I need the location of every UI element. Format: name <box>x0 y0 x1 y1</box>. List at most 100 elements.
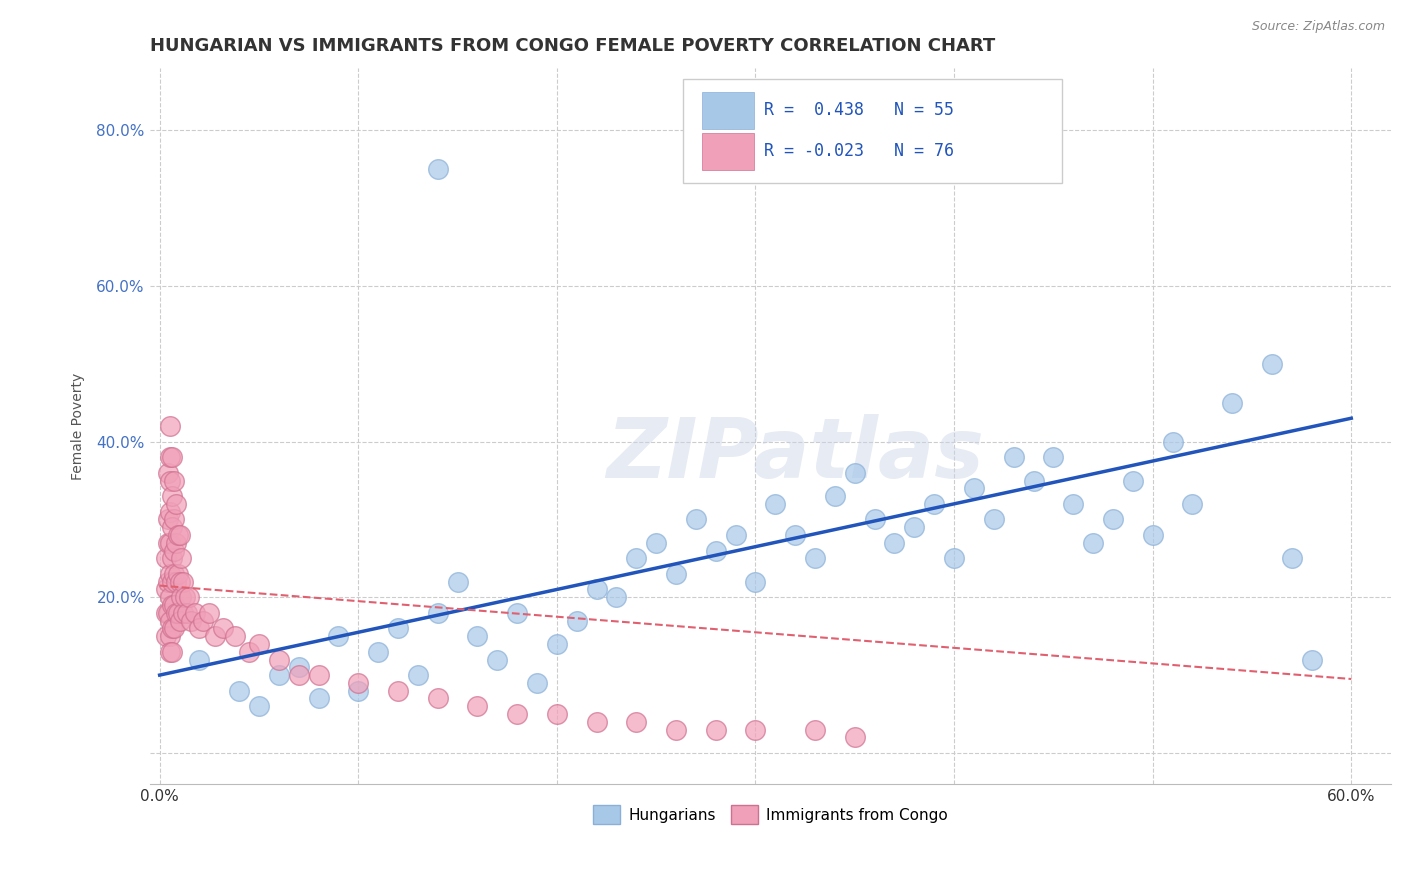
Point <box>287 660 309 674</box>
Point <box>159 419 181 434</box>
Point <box>159 629 181 643</box>
Point <box>963 481 986 495</box>
Point <box>160 621 183 635</box>
Point <box>863 512 886 526</box>
Point <box>387 621 409 635</box>
Point <box>486 652 509 666</box>
Point <box>1002 450 1025 465</box>
Point <box>983 512 1005 526</box>
Point <box>744 723 766 737</box>
Point <box>704 723 727 737</box>
Point <box>308 668 330 682</box>
Point <box>162 474 184 488</box>
Point <box>267 652 290 666</box>
Point <box>169 528 191 542</box>
Point <box>506 606 529 620</box>
Point <box>565 614 588 628</box>
Point <box>162 566 184 581</box>
Point <box>176 606 198 620</box>
Point <box>160 489 183 503</box>
Point <box>174 591 197 605</box>
Point <box>159 505 181 519</box>
Point <box>204 629 226 643</box>
FancyBboxPatch shape <box>702 92 754 128</box>
Point <box>665 566 688 581</box>
Point <box>238 645 260 659</box>
Point <box>844 466 866 480</box>
Legend: Hungarians, Immigrants from Congo: Hungarians, Immigrants from Congo <box>586 799 953 830</box>
Point <box>1261 357 1284 371</box>
Point <box>188 652 211 666</box>
Point <box>160 520 183 534</box>
Text: HUNGARIAN VS IMMIGRANTS FROM CONGO FEMALE POVERTY CORRELATION CHART: HUNGARIAN VS IMMIGRANTS FROM CONGO FEMAL… <box>149 37 995 55</box>
Point <box>159 450 181 465</box>
Point <box>159 474 181 488</box>
Point <box>387 683 409 698</box>
Point <box>184 606 207 620</box>
Point <box>156 466 179 480</box>
Text: R =  0.438   N = 55: R = 0.438 N = 55 <box>763 101 955 120</box>
Point <box>165 606 187 620</box>
Point <box>605 591 627 605</box>
Point <box>1142 528 1164 542</box>
Point <box>165 535 187 549</box>
Point <box>943 551 966 566</box>
Point <box>172 606 194 620</box>
Point <box>1281 551 1303 566</box>
Point <box>526 676 548 690</box>
Point <box>159 566 181 581</box>
Point <box>546 706 568 721</box>
Point <box>1062 497 1084 511</box>
Point <box>156 535 179 549</box>
Point <box>1220 395 1243 409</box>
Point <box>785 528 807 542</box>
Point <box>247 637 270 651</box>
Point <box>198 606 221 620</box>
Point <box>180 614 202 628</box>
Point <box>166 566 188 581</box>
Point <box>446 574 468 589</box>
Point <box>1081 535 1104 549</box>
Point <box>645 535 668 549</box>
Point <box>166 606 188 620</box>
Point <box>1042 450 1064 465</box>
Point <box>156 606 179 620</box>
Point <box>426 691 449 706</box>
Y-axis label: Female Poverty: Female Poverty <box>72 372 86 480</box>
Point <box>160 598 183 612</box>
Point <box>170 591 193 605</box>
Point <box>172 574 194 589</box>
Point <box>347 683 370 698</box>
Point <box>844 731 866 745</box>
Point <box>903 520 925 534</box>
Point <box>155 606 177 620</box>
Point <box>156 512 179 526</box>
Point <box>1122 474 1144 488</box>
Point <box>267 668 290 682</box>
Point <box>1181 497 1204 511</box>
Point <box>193 614 215 628</box>
Point <box>1301 652 1323 666</box>
Point <box>162 598 184 612</box>
Point <box>162 512 184 526</box>
Point <box>162 543 184 558</box>
Point <box>626 551 648 566</box>
Point <box>159 535 181 549</box>
Point <box>228 683 250 698</box>
Point <box>744 574 766 589</box>
Point <box>704 543 727 558</box>
Point <box>467 699 489 714</box>
Point <box>224 629 246 643</box>
Point <box>247 699 270 714</box>
Point <box>159 591 181 605</box>
Point <box>165 574 187 589</box>
Point <box>155 551 177 566</box>
Point <box>665 723 688 737</box>
Point <box>1102 512 1125 526</box>
Point <box>166 528 188 542</box>
FancyBboxPatch shape <box>702 133 754 169</box>
FancyBboxPatch shape <box>683 78 1062 183</box>
Point <box>347 676 370 690</box>
Point <box>160 450 183 465</box>
Point <box>804 723 827 737</box>
